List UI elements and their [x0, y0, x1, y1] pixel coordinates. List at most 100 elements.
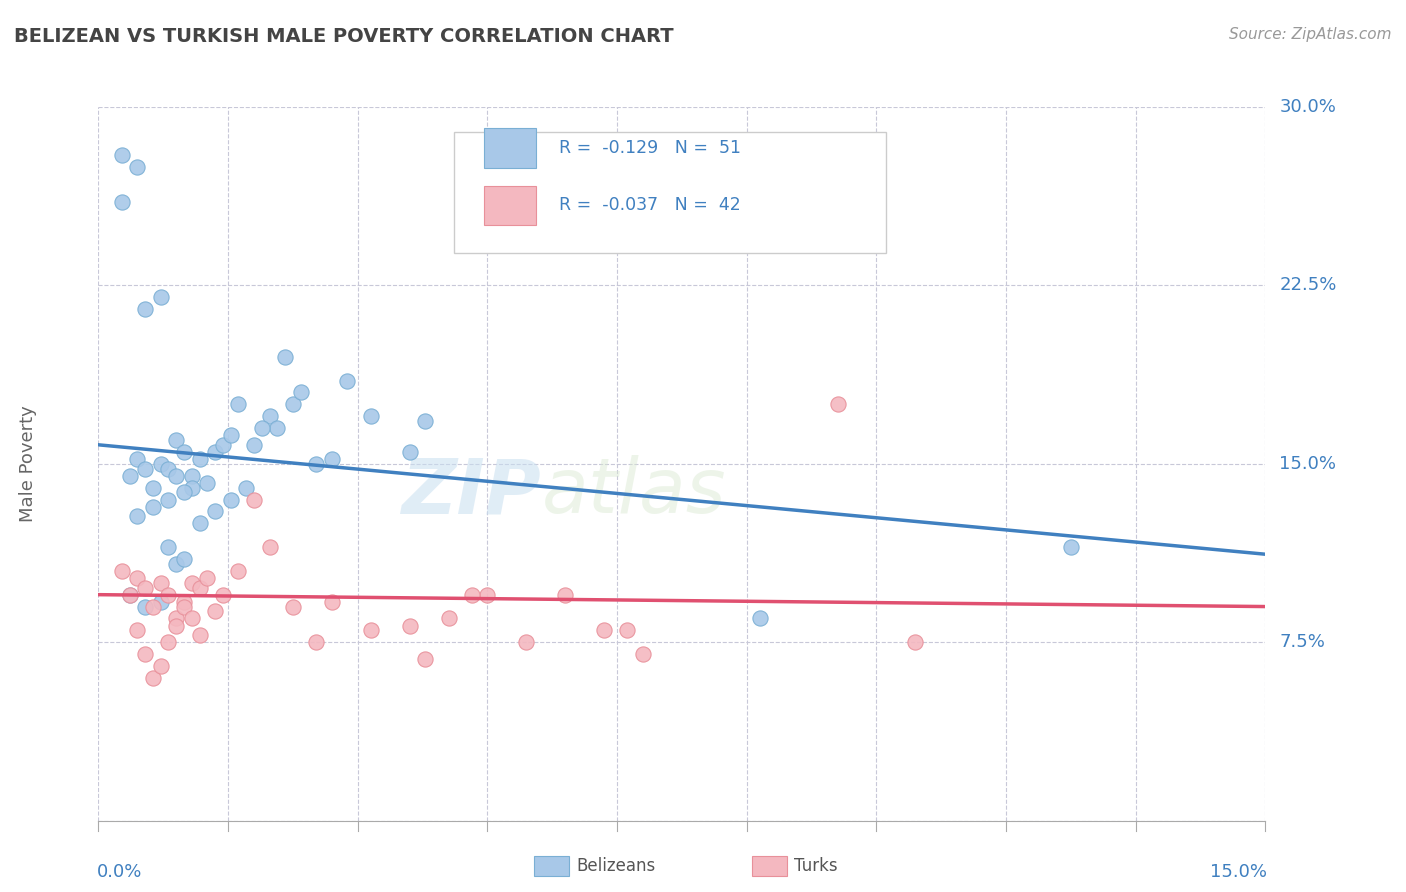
Point [149, 457, 172, 471]
Point [188, 628, 211, 642]
Point [827, 397, 849, 411]
Point [204, 504, 226, 518]
Text: R =  -0.037   N =  42: R = -0.037 N = 42 [560, 196, 741, 214]
Point [235, 481, 257, 495]
Point [118, 588, 141, 602]
Point [305, 457, 328, 471]
Point [413, 414, 436, 428]
Point [180, 468, 202, 483]
Point [593, 624, 616, 638]
Bar [484, 128, 536, 168]
Point [259, 540, 281, 554]
Point [149, 659, 172, 673]
Point [134, 302, 156, 317]
Point [305, 635, 328, 649]
Point [243, 492, 266, 507]
Text: Turks: Turks [794, 857, 838, 875]
Point [173, 485, 195, 500]
Point [188, 452, 211, 467]
Point [173, 595, 195, 609]
Point [212, 438, 235, 452]
Point [180, 575, 202, 590]
Point [165, 433, 187, 447]
Point [165, 618, 187, 632]
Point [134, 599, 156, 614]
Point [290, 385, 312, 400]
Point [515, 635, 537, 649]
Bar [484, 186, 536, 225]
Point [398, 445, 420, 459]
Point [259, 409, 281, 424]
Point [134, 647, 156, 661]
Text: 22.5%: 22.5% [1279, 277, 1337, 294]
Point [266, 421, 288, 435]
Point [127, 509, 149, 524]
Point [180, 481, 202, 495]
Point [195, 475, 218, 490]
Point [461, 588, 484, 602]
Point [134, 581, 156, 595]
Point [413, 652, 436, 666]
Point [398, 618, 420, 632]
Text: 0.0%: 0.0% [97, 863, 142, 881]
Point [188, 516, 211, 531]
Point [274, 350, 297, 364]
Point [219, 492, 242, 507]
Text: Source: ZipAtlas.com: Source: ZipAtlas.com [1229, 27, 1392, 42]
Point [165, 557, 187, 571]
Text: 30.0%: 30.0% [1279, 98, 1336, 116]
Point [157, 588, 180, 602]
Point [281, 397, 304, 411]
Point [243, 438, 266, 452]
Point [127, 452, 149, 467]
Point [157, 492, 180, 507]
Point [1060, 540, 1083, 554]
Point [111, 195, 134, 210]
Point [321, 452, 343, 467]
Text: Belizeans: Belizeans [576, 857, 655, 875]
Point [142, 671, 165, 685]
Point [173, 552, 195, 566]
Point [157, 635, 180, 649]
Point [616, 624, 638, 638]
Point [127, 571, 149, 585]
Text: BELIZEAN VS TURKISH MALE POVERTY CORRELATION CHART: BELIZEAN VS TURKISH MALE POVERTY CORRELA… [14, 27, 673, 45]
Point [321, 595, 343, 609]
Text: ZIP: ZIP [402, 456, 541, 529]
Text: 15.0%: 15.0% [1209, 863, 1267, 881]
Point [149, 290, 172, 304]
Point [360, 409, 382, 424]
Point [111, 564, 134, 578]
Point [149, 575, 172, 590]
Point [477, 588, 499, 602]
Point [219, 428, 242, 442]
Point [228, 397, 250, 411]
Text: 7.5%: 7.5% [1279, 633, 1326, 651]
Text: R =  -0.129   N =  51: R = -0.129 N = 51 [560, 139, 741, 157]
Point [180, 611, 202, 625]
Point [336, 374, 359, 388]
Point [134, 461, 156, 475]
Point [250, 421, 273, 435]
Point [142, 500, 165, 514]
Point [118, 468, 141, 483]
Point [748, 611, 770, 625]
Point [165, 611, 187, 625]
Point [157, 540, 180, 554]
Point [157, 461, 180, 475]
Point [173, 445, 195, 459]
Point [204, 445, 226, 459]
Point [142, 599, 165, 614]
Point [228, 564, 250, 578]
Text: 15.0%: 15.0% [1279, 455, 1337, 473]
Point [111, 147, 134, 161]
Point [127, 624, 149, 638]
FancyBboxPatch shape [454, 132, 886, 253]
Point [127, 160, 149, 174]
Point [142, 481, 165, 495]
Point [173, 599, 195, 614]
Text: Male Poverty: Male Poverty [20, 406, 38, 522]
Point [165, 468, 187, 483]
Point [188, 581, 211, 595]
Point [360, 624, 382, 638]
